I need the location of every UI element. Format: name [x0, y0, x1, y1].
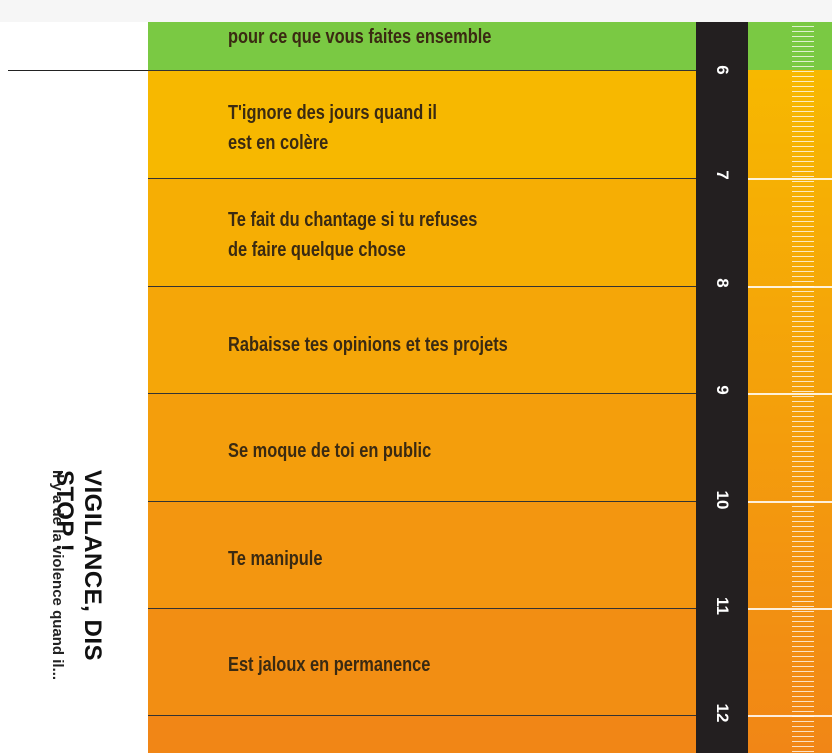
scale-row: Te fait du chantage si tu refuses de fai… [148, 178, 696, 286]
row-label: pour ce que vous faites ensemble [228, 26, 492, 48]
scale-row: Te manipule [148, 501, 696, 608]
scale-row: Rabaisse tes opinions et tes projets [148, 286, 696, 393]
scale-row [148, 715, 696, 753]
scale-row: Se moque de toi en public [148, 393, 696, 501]
ruler-number: 10 [713, 490, 732, 510]
ruler-number: 11 [713, 597, 732, 615]
ruler-number: 8 [713, 278, 732, 288]
row-label: Rabaisse tes opinions et tes projets [228, 334, 508, 356]
row-label: Se moque de toi en public [228, 440, 432, 462]
row-label: Te fait du chantage si tu refuses de fai… [228, 209, 478, 261]
ruler-strip [748, 22, 832, 753]
scale-row: T'ignore des jours quand il est en colèr… [148, 70, 696, 178]
side-caption: VIGILANCE, DIS STOP ! Il y a de la viole… [26, 470, 116, 720]
ruler-number: 6 [713, 65, 732, 75]
ruler-major-tick [748, 178, 832, 180]
scale-row-green: pour ce que vous faites ensemble [148, 22, 696, 70]
scale-row: Est jaloux en permanence [148, 608, 696, 715]
ruler-number: 9 [713, 385, 732, 395]
side-title: VIGILANCE, DIS STOP ! [51, 470, 106, 662]
ruler-major-tick [748, 501, 832, 503]
ruler-number: 12 [713, 703, 732, 723]
ruler-bar [696, 22, 748, 753]
top-bar [0, 0, 832, 22]
ruler-major-tick [748, 286, 832, 288]
ruler-number: 7 [713, 170, 732, 180]
ruler-ticks [792, 22, 814, 753]
ruler-major-tick [748, 608, 832, 610]
row-label: Te manipule [228, 548, 323, 570]
divider-line [8, 70, 148, 71]
ruler-major-tick [748, 715, 832, 717]
side-subtitle: Il y a de la violence quand il... [49, 470, 66, 681]
row-label: T'ignore des jours quand il est en colèr… [228, 102, 437, 154]
row-label: Est jaloux en permanence [228, 654, 431, 676]
ruler-major-tick [748, 393, 832, 395]
